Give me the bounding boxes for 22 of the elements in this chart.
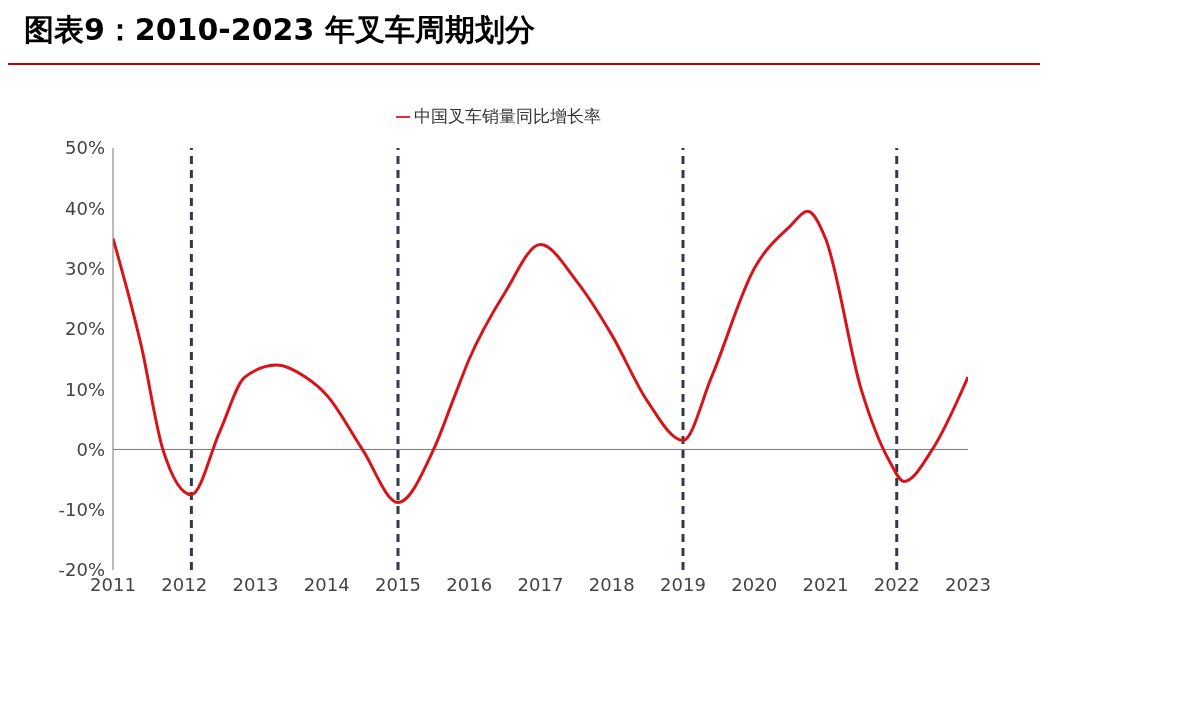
x-tick-label: 2021 (802, 573, 849, 595)
chart-title: 图表9：2010-2023 年叉车周期划分 (8, 8, 1040, 65)
y-tick-label: 50% (64, 137, 105, 159)
x-tick-label: 2018 (588, 573, 635, 595)
x-tick-label: 2014 (303, 573, 350, 595)
x-tick-label: 2012 (161, 573, 208, 595)
x-tick-label: 2017 (517, 573, 564, 595)
line-series (113, 209, 968, 504)
x-tick-label: 2019 (660, 573, 706, 595)
y-tick-label: -10% (58, 499, 105, 521)
x-tick-label: 2023 (945, 573, 991, 595)
legend-label: 中国叉车销量同比增长率 (413, 106, 601, 126)
y-tick-label: 40% (64, 197, 105, 219)
x-tick-label: 2016 (446, 573, 493, 595)
x-tick-label: 2022 (873, 573, 920, 595)
y-tick-label: 0% (76, 438, 105, 460)
x-tick-label: 2020 (731, 573, 778, 595)
y-tick-label: 30% (64, 257, 105, 279)
x-tick-label: 2013 (232, 573, 279, 595)
y-tick-label: 10% (64, 378, 105, 400)
y-tick-label: 20% (64, 318, 105, 340)
x-tick-label: 2015 (375, 573, 421, 595)
